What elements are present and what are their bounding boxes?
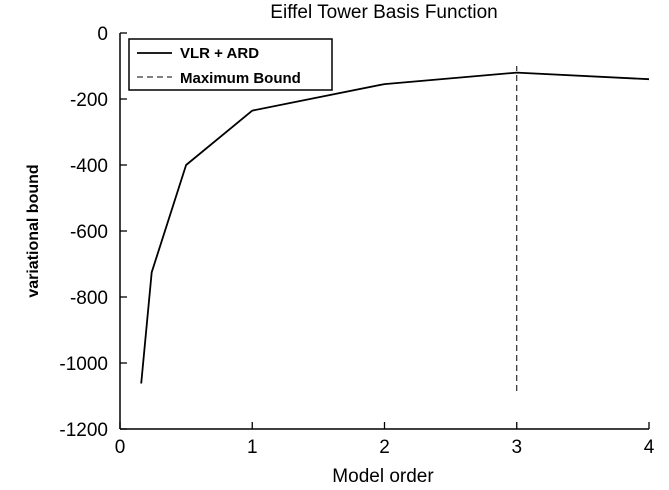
- y-tick-label: 0: [97, 24, 108, 45]
- legend-label-maximum-bound: Maximum Bound: [180, 70, 301, 87]
- y-tick-label: -1000: [59, 354, 108, 375]
- y-tick-label: -1200: [59, 420, 108, 441]
- x-tick-label: 0: [115, 437, 126, 458]
- series-group: [140, 66, 650, 392]
- y-axis-label: variational bound: [25, 164, 42, 297]
- axis-ticks: 0 1 2 3 4 0 -200 -400 -600 -800 -1000 -1200: [59, 24, 654, 458]
- x-axis-label: Model order: [332, 466, 434, 487]
- y-tick-label: -400: [70, 156, 108, 177]
- x-tick-label: 1: [247, 437, 258, 458]
- y-tick-label: -200: [70, 90, 108, 111]
- x-tick-label: 4: [644, 437, 655, 458]
- axes: [119, 33, 649, 430]
- legend-box: [128, 38, 333, 91]
- x-tick-label: 2: [379, 437, 390, 458]
- chart-title: Eiffel Tower Basis Function: [270, 2, 497, 23]
- legend-label-vlr-ard: VLR + ARD: [180, 45, 259, 62]
- series-line-vlr-ard: [140, 71, 650, 384]
- y-tick-label: -800: [70, 288, 108, 309]
- legend: VLR + ARD Maximum Bound: [128, 38, 333, 91]
- y-tick-label: -600: [70, 222, 108, 243]
- x-tick-label: 3: [511, 437, 522, 458]
